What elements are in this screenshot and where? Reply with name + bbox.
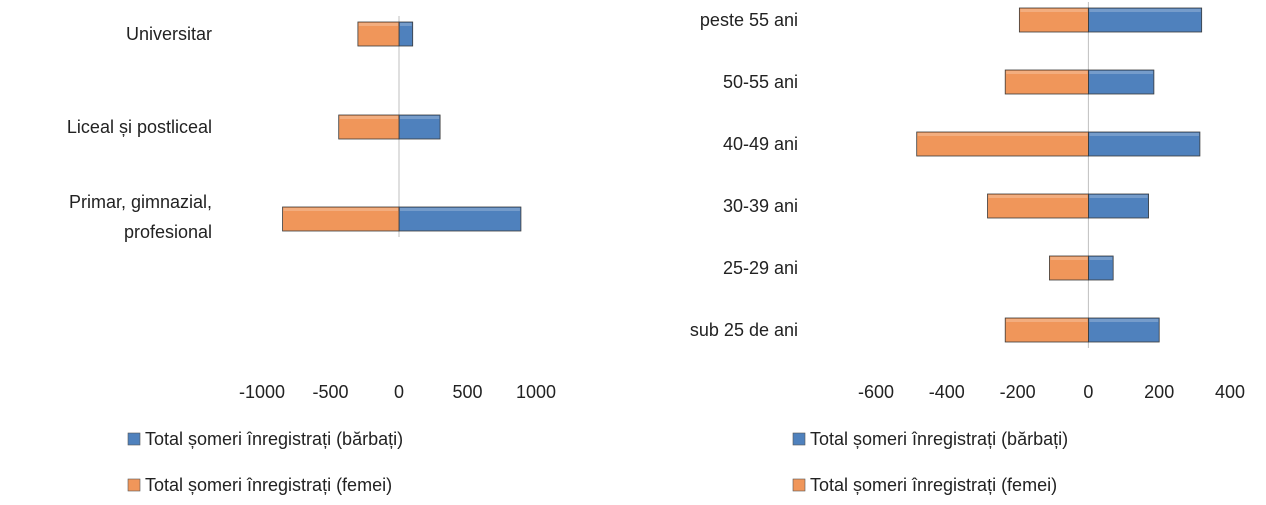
- chart-age-groups: peste 55 ani 50-55 ani 40-49 ani 30-39 ani 2…: [690, 2, 1245, 495]
- bar-female-30-39-ani: [987, 193, 1089, 219]
- bar-male-liceal-s-i-postliceal: [398, 114, 441, 140]
- x-tick-label: -200: [1000, 382, 1036, 402]
- bar-highlight: [283, 208, 398, 211]
- legend-label-female: Total șomeri înregistrați (femei): [810, 475, 1057, 495]
- bar-highlight: [1050, 257, 1088, 260]
- bar-highlight: [1020, 9, 1088, 12]
- x-tick-label: -1000: [239, 382, 285, 402]
- bar-male-sub-25-de-ani: [1088, 317, 1160, 343]
- bar-female-50-55-ani: [1004, 69, 1089, 95]
- bar-highlight: [988, 195, 1088, 198]
- bar-highlight: [1089, 257, 1113, 260]
- category-label: 50-55 ani: [723, 72, 798, 92]
- category-label: peste 55 ani: [700, 10, 798, 30]
- bar-highlight: [917, 133, 1088, 136]
- bar-highlight: [1089, 195, 1148, 198]
- x-tick-label: 500: [452, 382, 482, 402]
- category-label: 40-49 ani: [723, 134, 798, 154]
- bar-male-30-39-ani: [1088, 193, 1149, 219]
- bar-highlight: [1089, 319, 1159, 322]
- bar-highlight: [1089, 133, 1199, 136]
- bar-highlight: [339, 116, 398, 119]
- x-tick-label: 1000: [516, 382, 556, 402]
- chart-education: Universitar Liceal și postliceal Primar, g…: [67, 16, 556, 495]
- bar-female-sub-25-de-ani: [1004, 317, 1089, 343]
- bar-female-universitar: [357, 21, 400, 47]
- category-label: Universitar: [126, 24, 212, 44]
- legend-swatch-male: [127, 432, 141, 446]
- category-label: sub 25 de ani: [690, 320, 798, 340]
- legend-label-male: Total șomeri înregistrați (bărbați): [810, 429, 1068, 449]
- bar-highlight: [400, 208, 520, 211]
- bar-highlight: [1089, 9, 1201, 12]
- bar-highlight: [1006, 71, 1088, 74]
- x-tick-label: 0: [1083, 382, 1093, 402]
- legend-swatch-male: [792, 432, 806, 446]
- category-label: Liceal și postliceal: [67, 117, 212, 137]
- x-tick-label: -500: [312, 382, 348, 402]
- x-tick-label: 200: [1144, 382, 1174, 402]
- category-label: Primar, gimnazial, profesional: [69, 192, 212, 242]
- bar-male-25-29-ani: [1088, 255, 1114, 281]
- category-label: 30-39 ani: [723, 196, 798, 216]
- bar-male-50-55-ani: [1088, 69, 1155, 95]
- legend-label-male: Total șomeri înregistrați (bărbați): [145, 429, 403, 449]
- bar-female-primar-gimnazial-profesional: [282, 206, 400, 232]
- bar-highlight: [400, 116, 440, 119]
- bar-highlight: [400, 23, 412, 26]
- x-tick-label: -600: [858, 382, 894, 402]
- bar-female-40-49-ani: [916, 131, 1089, 157]
- x-tick-label: -400: [929, 382, 965, 402]
- bar-highlight: [358, 23, 398, 26]
- bar-male-peste-55-ani: [1088, 7, 1203, 33]
- x-tick-label: 0: [394, 382, 404, 402]
- bar-female-peste-55-ani: [1018, 7, 1089, 33]
- x-tick-label: 400: [1215, 382, 1245, 402]
- bar-female-25-29-ani: [1049, 255, 1089, 281]
- bar-highlight: [1006, 319, 1088, 322]
- bar-male-40-49-ani: [1088, 131, 1201, 157]
- category-label: 25-29 ani: [723, 258, 798, 278]
- legend-swatch-female: [792, 478, 806, 492]
- bar-highlight: [1089, 71, 1153, 74]
- bar-male-primar-gimnazial-profesional: [398, 206, 522, 232]
- bar-female-liceal-s-i-postliceal: [338, 114, 400, 140]
- legend-swatch-female: [127, 478, 141, 492]
- legend-label-female: Total șomeri înregistrați (femei): [145, 475, 392, 495]
